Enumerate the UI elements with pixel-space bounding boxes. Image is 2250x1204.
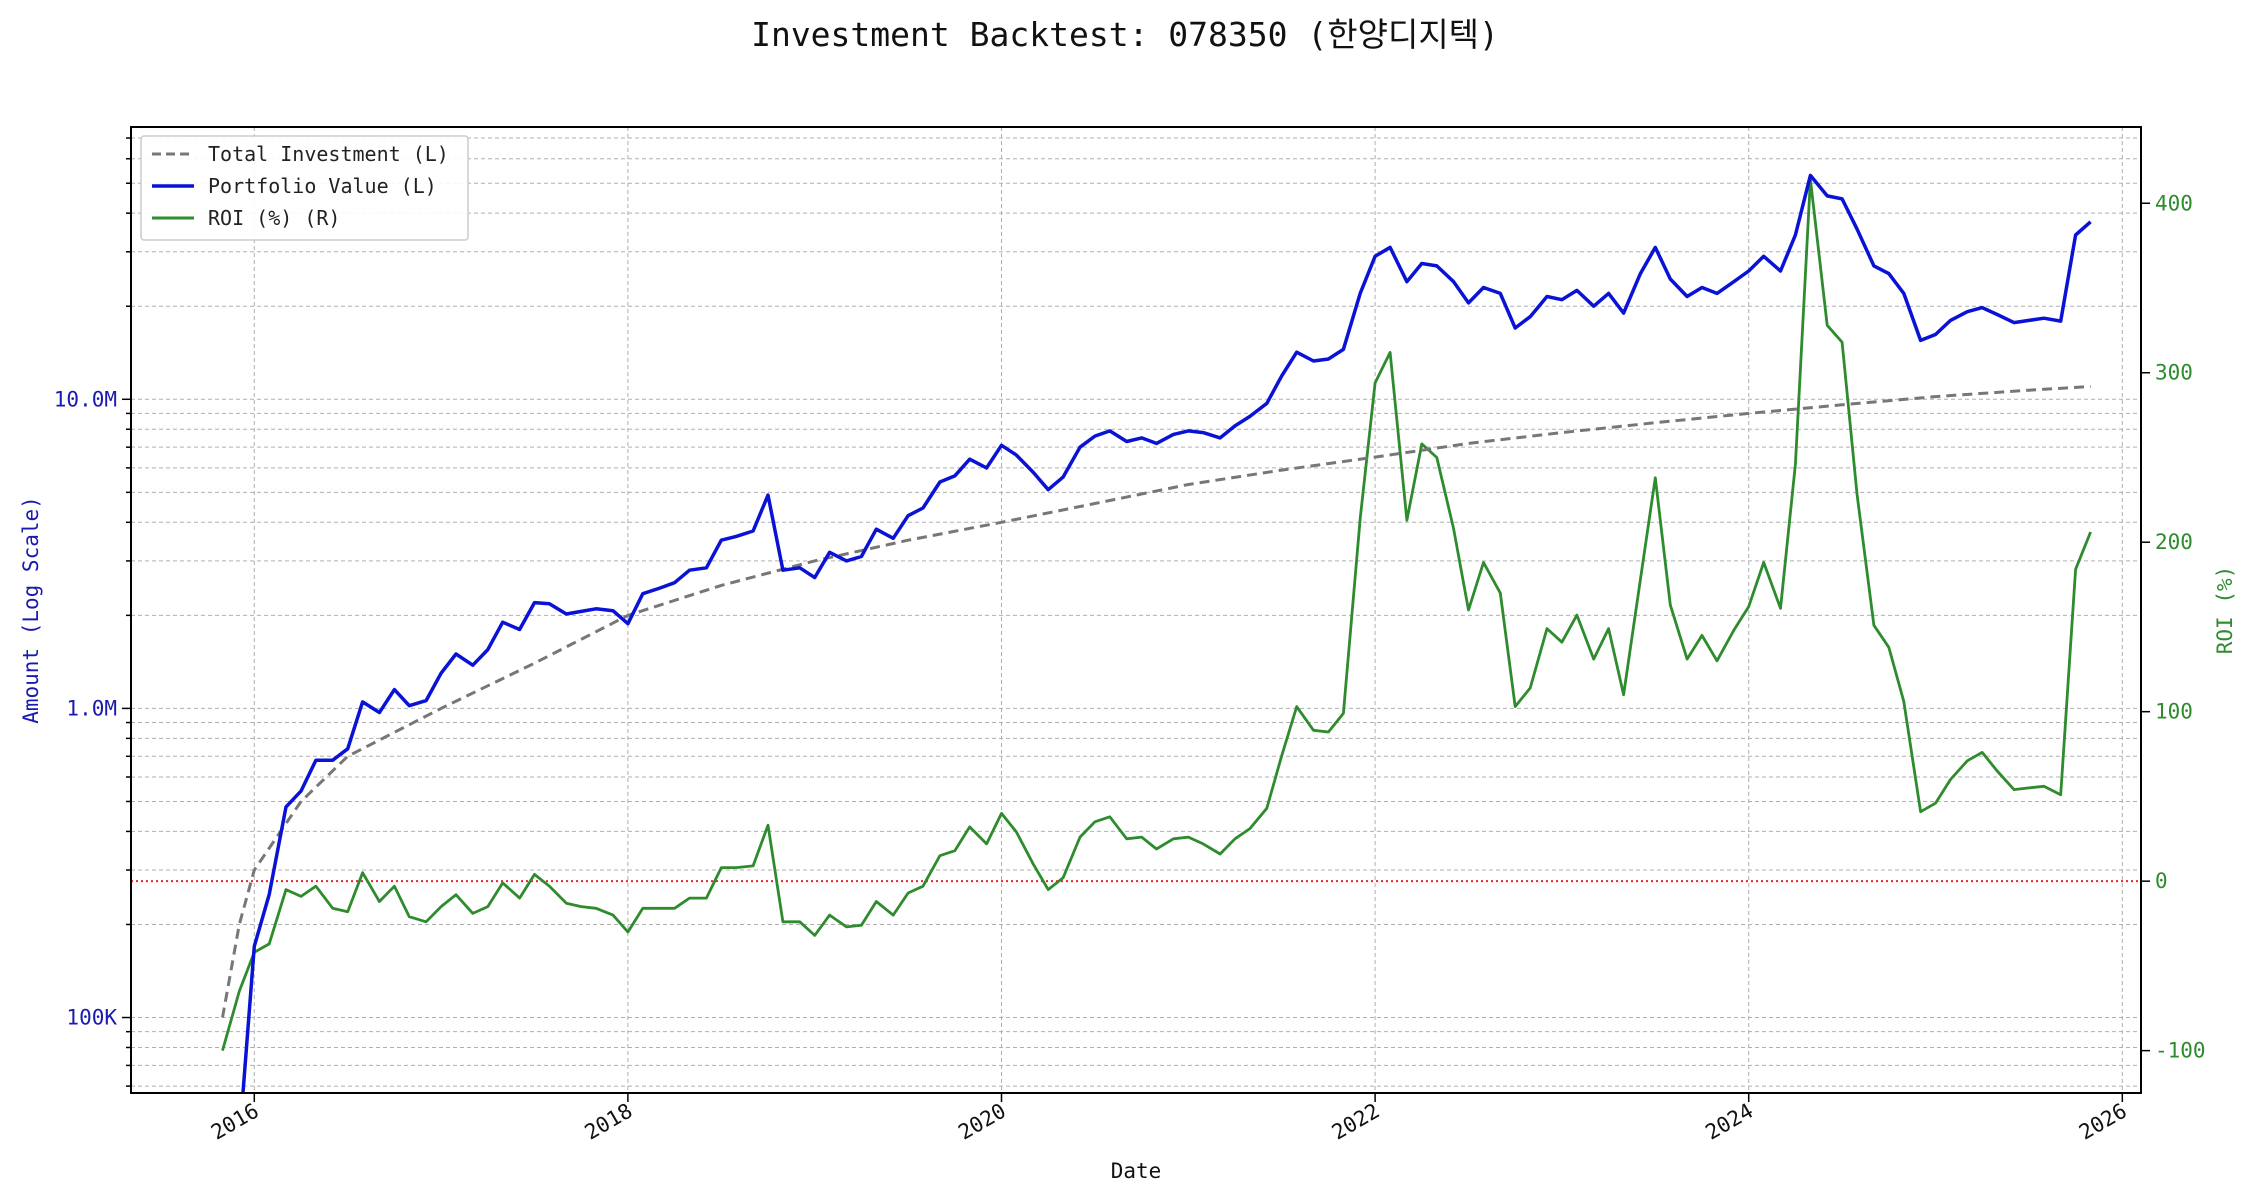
x-tick-label: 2024 bbox=[1701, 1099, 1757, 1145]
y-left-tick-label: 10.0M bbox=[54, 387, 117, 411]
x-tick-label: 2020 bbox=[954, 1099, 1010, 1145]
series-line-roi bbox=[221, 178, 2092, 1051]
y-right-tick-label: 300 bbox=[2155, 361, 2193, 385]
y-axis-left-label: Amount (Log Scale) bbox=[19, 496, 43, 724]
y-right-tick-label: -100 bbox=[2155, 1039, 2206, 1063]
x-axis-label: Date bbox=[1111, 1159, 1162, 1183]
y-right-tick-label: 400 bbox=[2155, 191, 2193, 215]
x-tick-label: 2026 bbox=[2075, 1099, 2131, 1145]
chart-title: Investment Backtest: 078350 (한양디지텍) bbox=[751, 15, 1499, 54]
legend-box bbox=[140, 135, 469, 241]
x-tick-label: 2022 bbox=[1328, 1099, 1384, 1145]
y-right-tick-label: 100 bbox=[2155, 700, 2193, 724]
legend-label-portfolio-value: Portfolio Value (L) bbox=[208, 174, 437, 198]
y-left-tick-label: 1.0M bbox=[66, 696, 117, 720]
x-tick-label: 2016 bbox=[207, 1099, 263, 1145]
legend-label-total-investment: Total Investment (L) bbox=[208, 142, 449, 166]
plot-frame bbox=[130, 126, 2142, 1094]
series-line-total-investment bbox=[221, 385, 2091, 1018]
y-right-tick-label: 200 bbox=[2155, 530, 2193, 554]
grid bbox=[131, 127, 2141, 1093]
legend: Total Investment (L) Portfolio Value (L)… bbox=[140, 135, 469, 241]
y-left-tick-label: 100K bbox=[66, 1006, 117, 1030]
y-axis-left: 100K 1.0M 10.0M bbox=[54, 137, 131, 1087]
series-line-portfolio-value bbox=[241, 173, 2092, 1093]
y-axis-right-label: ROI (%) bbox=[2213, 566, 2237, 655]
y-right-tick-label: 0 bbox=[2155, 869, 2168, 893]
series-lines bbox=[221, 173, 2092, 1093]
x-tick-label: 2018 bbox=[581, 1099, 637, 1145]
x-axis: 2016 2018 2020 2022 2024 2026 bbox=[207, 1093, 2131, 1145]
y-axis-right: -100 0 100 200 300 400 bbox=[2141, 191, 2206, 1063]
legend-label-roi: ROI (%) (R) bbox=[208, 206, 340, 230]
